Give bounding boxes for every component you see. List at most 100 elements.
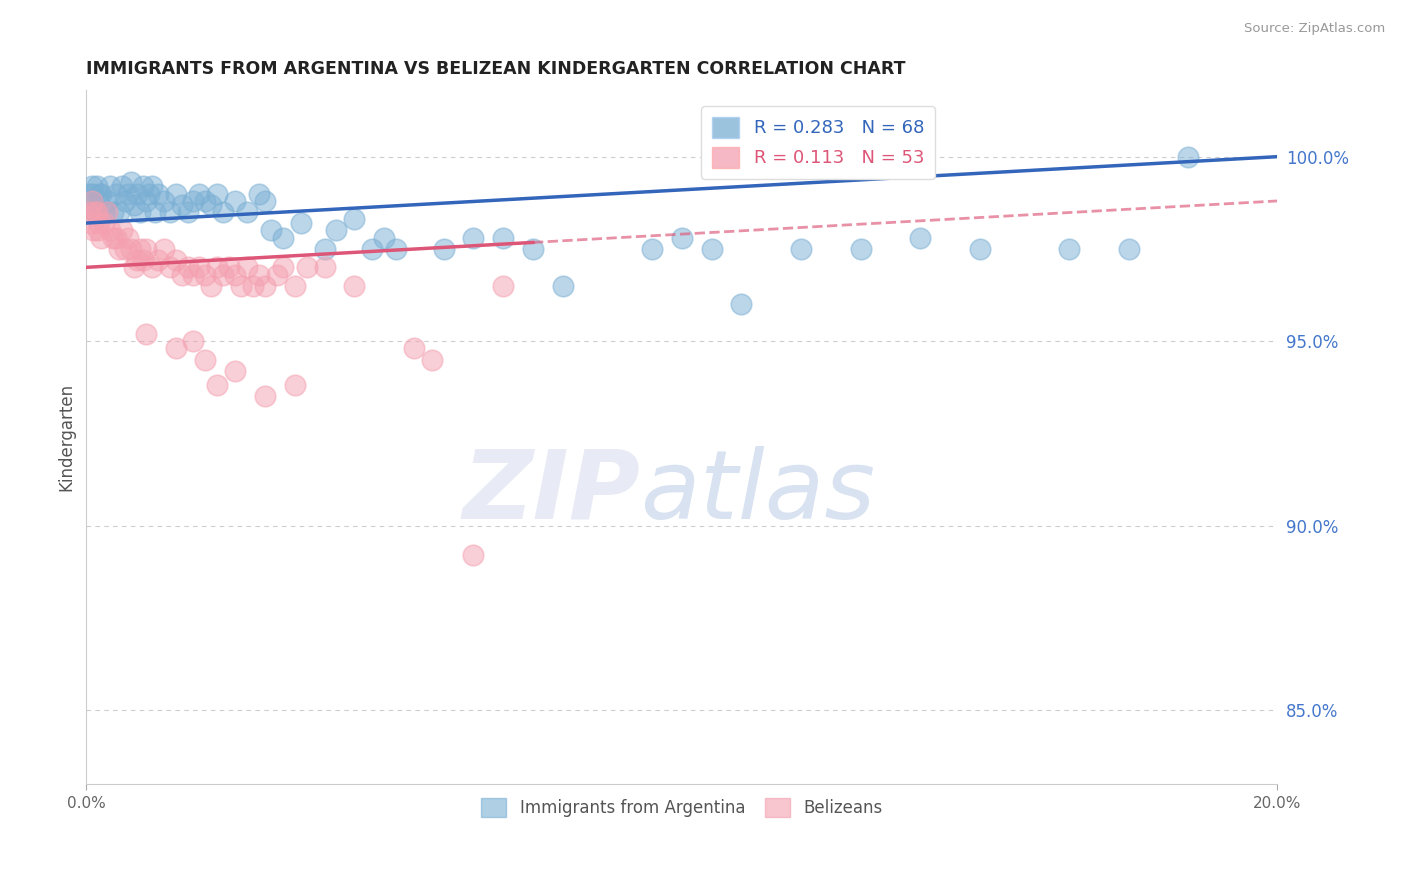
Point [82, 179, 104, 194]
Point [207, 378, 229, 392]
Point [420, 352, 443, 367]
Point [86, 179, 108, 194]
Y-axis label: Kindergarten: Kindergarten [58, 383, 75, 491]
Point [284, 378, 307, 392]
Point [253, 278, 276, 293]
Point [463, 548, 485, 562]
Point [200, 197, 222, 211]
Point [98, 223, 121, 237]
Point [343, 212, 366, 227]
Point [551, 278, 574, 293]
Point [77, 186, 100, 201]
Point [183, 268, 205, 282]
Point [253, 194, 276, 208]
Point [1118, 242, 1140, 256]
Point [132, 252, 155, 267]
Point [188, 260, 211, 275]
Point [132, 179, 155, 194]
Point [117, 231, 139, 245]
Point [120, 176, 142, 190]
Point [402, 342, 425, 356]
Point [224, 268, 246, 282]
Point [101, 205, 124, 219]
Point [207, 260, 229, 275]
Point [141, 260, 163, 275]
Point [114, 194, 136, 208]
Point [260, 223, 283, 237]
Point [128, 205, 150, 219]
Point [231, 278, 253, 293]
Point [207, 186, 229, 201]
Point [236, 205, 259, 219]
Point [314, 260, 336, 275]
Point [730, 297, 752, 311]
Point [135, 242, 157, 256]
Point [84, 205, 107, 219]
Point [80, 194, 103, 208]
Point [314, 242, 336, 256]
Point [152, 242, 174, 256]
Point [200, 278, 222, 293]
Point [77, 205, 100, 219]
Point [117, 186, 139, 201]
Point [105, 231, 128, 245]
Point [82, 223, 104, 237]
Point [135, 326, 157, 341]
Point [165, 252, 187, 267]
Point [176, 205, 198, 219]
Point [247, 268, 270, 282]
Point [212, 205, 235, 219]
Point [433, 242, 456, 256]
Point [218, 260, 240, 275]
Point [170, 197, 193, 211]
Point [159, 260, 181, 275]
Point [141, 179, 163, 194]
Point [125, 186, 148, 201]
Point [908, 231, 931, 245]
Point [87, 223, 110, 237]
Point [96, 205, 118, 219]
Point [120, 242, 142, 256]
Point [82, 186, 104, 201]
Point [373, 231, 395, 245]
Point [1177, 150, 1199, 164]
Point [143, 205, 166, 219]
Point [146, 252, 169, 267]
Point [128, 242, 150, 256]
Point [290, 216, 312, 230]
Point [108, 205, 131, 219]
Point [87, 194, 110, 208]
Point [242, 278, 264, 293]
Point [114, 242, 136, 256]
Point [89, 186, 111, 201]
Point [790, 242, 813, 256]
Point [125, 252, 148, 267]
Point [492, 278, 515, 293]
Point [212, 268, 235, 282]
Point [361, 242, 384, 256]
Point [165, 342, 187, 356]
Point [89, 216, 111, 230]
Point [111, 223, 134, 237]
Point [385, 242, 408, 256]
Point [80, 216, 103, 230]
Point [188, 186, 211, 201]
Legend: Immigrants from Argentina, Belizeans: Immigrants from Argentina, Belizeans [474, 791, 889, 824]
Point [183, 334, 205, 348]
Point [247, 186, 270, 201]
Point [325, 223, 347, 237]
Point [671, 231, 693, 245]
Point [165, 186, 187, 201]
Point [122, 197, 145, 211]
Point [93, 205, 115, 219]
Point [84, 205, 107, 219]
Point [224, 194, 246, 208]
Text: ZIP: ZIP [463, 446, 640, 539]
Point [641, 242, 664, 256]
Point [194, 268, 217, 282]
Point [194, 194, 217, 208]
Point [284, 278, 307, 293]
Point [93, 216, 115, 230]
Point [343, 278, 366, 293]
Point [138, 186, 160, 201]
